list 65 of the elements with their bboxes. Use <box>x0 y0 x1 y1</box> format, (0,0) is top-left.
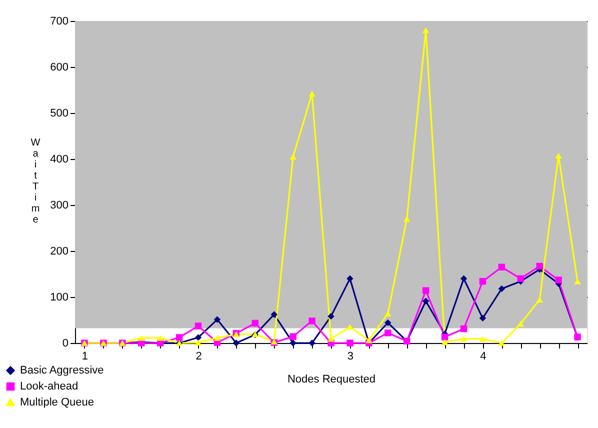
point <box>498 285 506 292</box>
legend-label: Multiple Queue <box>20 396 94 408</box>
point <box>498 340 506 346</box>
point <box>214 335 221 341</box>
point <box>555 276 562 284</box>
point <box>404 216 410 222</box>
point <box>214 316 221 323</box>
point <box>479 314 486 322</box>
point <box>252 320 258 327</box>
point <box>536 296 543 303</box>
y-tick-label: 500 <box>50 108 68 120</box>
point <box>290 154 296 160</box>
point <box>346 340 354 346</box>
x-tick-label: 2 <box>196 350 202 362</box>
point <box>517 320 524 327</box>
y-tick-label: 400 <box>50 154 68 166</box>
y-tick-label: 0 <box>62 338 68 350</box>
point <box>328 336 334 342</box>
point <box>366 337 372 344</box>
point <box>346 324 354 330</box>
point <box>156 335 164 341</box>
point <box>536 262 543 270</box>
point <box>422 298 430 304</box>
x-tick-label: 1 <box>82 350 88 362</box>
point <box>384 310 392 316</box>
y-tick-label: 100 <box>50 292 68 304</box>
y-tick-label: 600 <box>50 62 68 74</box>
point <box>290 333 296 340</box>
point <box>194 340 202 346</box>
point <box>422 27 430 34</box>
y-tick-label: 200 <box>50 246 68 258</box>
point <box>460 325 468 332</box>
point <box>479 336 486 342</box>
legend-label: Look-ahead <box>20 380 78 392</box>
point <box>194 322 202 330</box>
point <box>138 335 145 341</box>
point <box>517 275 524 282</box>
point <box>194 334 202 341</box>
y-axis-title: Wait Time <box>30 138 41 226</box>
point <box>270 311 278 318</box>
point <box>328 312 334 320</box>
point <box>384 330 392 336</box>
point <box>232 340 240 346</box>
legend-label: Basic Aggressive <box>20 364 104 376</box>
point <box>441 339 448 345</box>
point <box>460 275 468 282</box>
y-tick-label: 300 <box>50 200 68 212</box>
point <box>555 152 562 159</box>
point <box>176 334 183 341</box>
point <box>384 319 392 326</box>
point <box>460 336 468 342</box>
x-axis-title: Nodes Requested <box>287 374 376 386</box>
point <box>308 340 316 346</box>
x-tick-label: 4 <box>480 350 486 362</box>
point <box>574 278 581 284</box>
point <box>498 264 506 270</box>
point <box>308 318 316 324</box>
point <box>308 90 316 97</box>
y-tick-label: 700 <box>50 16 68 28</box>
point <box>479 278 486 285</box>
point <box>346 275 354 282</box>
point <box>290 340 296 346</box>
point <box>441 334 448 340</box>
x-tick-label: 3 <box>347 350 354 362</box>
point <box>422 287 430 294</box>
